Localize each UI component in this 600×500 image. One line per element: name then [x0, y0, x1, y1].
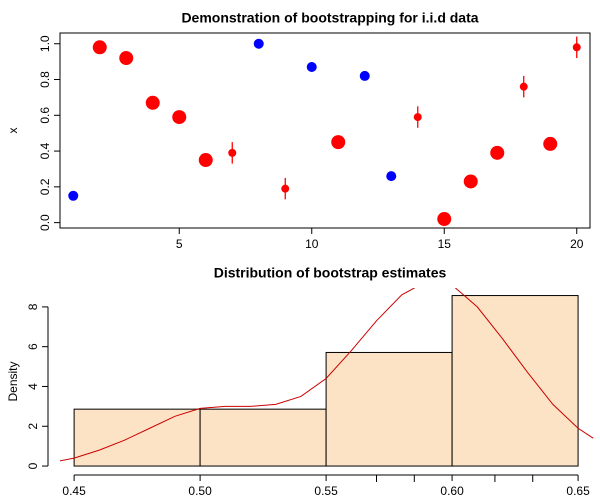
- x-tick-label: 0.50: [188, 484, 212, 498]
- point: [463, 174, 478, 189]
- point: [306, 61, 317, 72]
- x-tick-label: 15: [438, 237, 452, 251]
- chart-title: Demonstration of bootstrapping for i.i.d…: [181, 10, 478, 26]
- point: [172, 110, 187, 125]
- point: [198, 153, 213, 168]
- point: [359, 70, 370, 81]
- point: [145, 95, 160, 110]
- point: [413, 113, 422, 122]
- point: [281, 184, 290, 193]
- y-tick-label: 0: [26, 462, 40, 469]
- point: [68, 190, 79, 201]
- y-tick-label: 0.0: [38, 214, 52, 231]
- y-tick-label: 0.4: [38, 142, 52, 159]
- point: [490, 145, 505, 160]
- x-tick-label: 10: [305, 237, 319, 251]
- y-axis-label: Density: [6, 361, 20, 401]
- x-tick-label: 0.55: [314, 484, 338, 498]
- point: [331, 135, 346, 150]
- point: [572, 43, 581, 52]
- hist-bar: [73, 408, 201, 467]
- y-tick-label: 2: [26, 423, 40, 430]
- point: [543, 136, 558, 151]
- hist-bar: [451, 295, 579, 467]
- x-tick-label: 20: [570, 237, 584, 251]
- point: [519, 82, 528, 91]
- x-tick-label: 5: [176, 237, 183, 251]
- density-line: [60, 288, 594, 462]
- y-tick-label: 6: [26, 343, 40, 350]
- point: [92, 40, 107, 55]
- y-tick-label: 1.0: [38, 35, 52, 52]
- y-tick-label: 4: [26, 383, 40, 390]
- x-tick-label: 0.60: [440, 484, 464, 498]
- point: [228, 148, 237, 157]
- point: [437, 212, 452, 227]
- y-tick-label: 8: [26, 303, 40, 310]
- point: [119, 51, 134, 66]
- y-tick-label: 0.2: [38, 178, 52, 195]
- plot-frame: [59, 32, 591, 229]
- chart-title: Distribution of bootstrap estimates: [214, 265, 447, 281]
- point: [253, 38, 264, 49]
- y-tick-label: 0.8: [38, 71, 52, 88]
- y-axis-label: x: [6, 128, 20, 134]
- y-tick-label: 0.6: [38, 107, 52, 124]
- hist-bar: [199, 408, 327, 467]
- x-tick-label: 0.65: [566, 484, 590, 498]
- hist-bar: [325, 351, 453, 467]
- x-tick-label: 0.45: [62, 484, 86, 498]
- point: [386, 171, 397, 182]
